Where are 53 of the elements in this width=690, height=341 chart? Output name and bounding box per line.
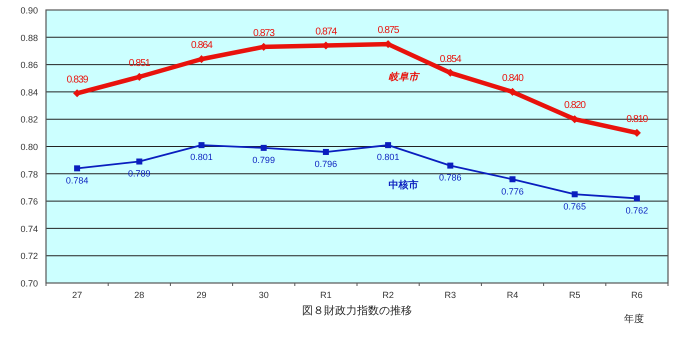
data-label: 0.796: [314, 158, 338, 169]
data-label: 0.874: [315, 26, 336, 38]
ytick: 0.84: [20, 87, 38, 98]
xtick: R2: [382, 290, 394, 300]
data-label: 0.765: [563, 201, 586, 212]
xtick: 27: [72, 290, 82, 300]
point: [136, 158, 142, 165]
point: [634, 195, 640, 202]
ytick: 0.90: [20, 6, 38, 16]
ytick: 0.72: [20, 251, 38, 262]
point: [572, 191, 578, 198]
data-label: 0.801: [190, 152, 213, 162]
ytick: 0.82: [20, 114, 38, 125]
data-label: 0.762: [626, 205, 648, 216]
xtick: R4: [506, 290, 518, 300]
xtick: R6: [631, 290, 643, 300]
data-label: 0.875: [378, 25, 399, 36]
data-label: 0.840: [502, 72, 524, 84]
data-label: 0.799: [252, 154, 275, 165]
point: [260, 144, 267, 151]
xtick: R1: [320, 290, 332, 300]
point: [508, 88, 516, 96]
point: [74, 165, 80, 172]
data-label: 0.776: [501, 186, 524, 196]
data-label: 0.801: [376, 152, 400, 162]
series-name: 岐阜市: [388, 72, 419, 84]
ytick: 0.86: [20, 60, 38, 70]
point: [510, 176, 516, 182]
ytick: 0.80: [20, 142, 38, 152]
data-label: 0.820: [564, 100, 586, 112]
ytick: 0.78: [20, 169, 38, 180]
point: [322, 148, 329, 155]
ytick: 0.74: [20, 224, 38, 234]
xtick: 29: [196, 290, 206, 300]
point: [447, 162, 454, 169]
data-label: 0.873: [253, 28, 274, 39]
series-name: 中核市: [388, 180, 419, 192]
point: [385, 142, 392, 148]
xtick: R5: [568, 290, 580, 300]
xtick: 28: [134, 290, 144, 300]
title: 図８財政力指数の推移: [302, 305, 412, 317]
ytick: 0.88: [20, 32, 38, 43]
data-label: 0.864: [190, 40, 212, 52]
xlabel: 年度: [624, 314, 644, 325]
data-label: 0.854: [440, 54, 461, 65]
ytick: 0.70: [20, 278, 38, 288]
data-label: 0.786: [439, 172, 462, 183]
point: [198, 142, 204, 148]
ytick: 0.76: [20, 196, 38, 207]
data-label: 0.839: [66, 74, 88, 86]
data-label: 0.784: [66, 175, 88, 186]
xtick: 30: [258, 290, 269, 300]
xtick: R3: [444, 290, 456, 300]
